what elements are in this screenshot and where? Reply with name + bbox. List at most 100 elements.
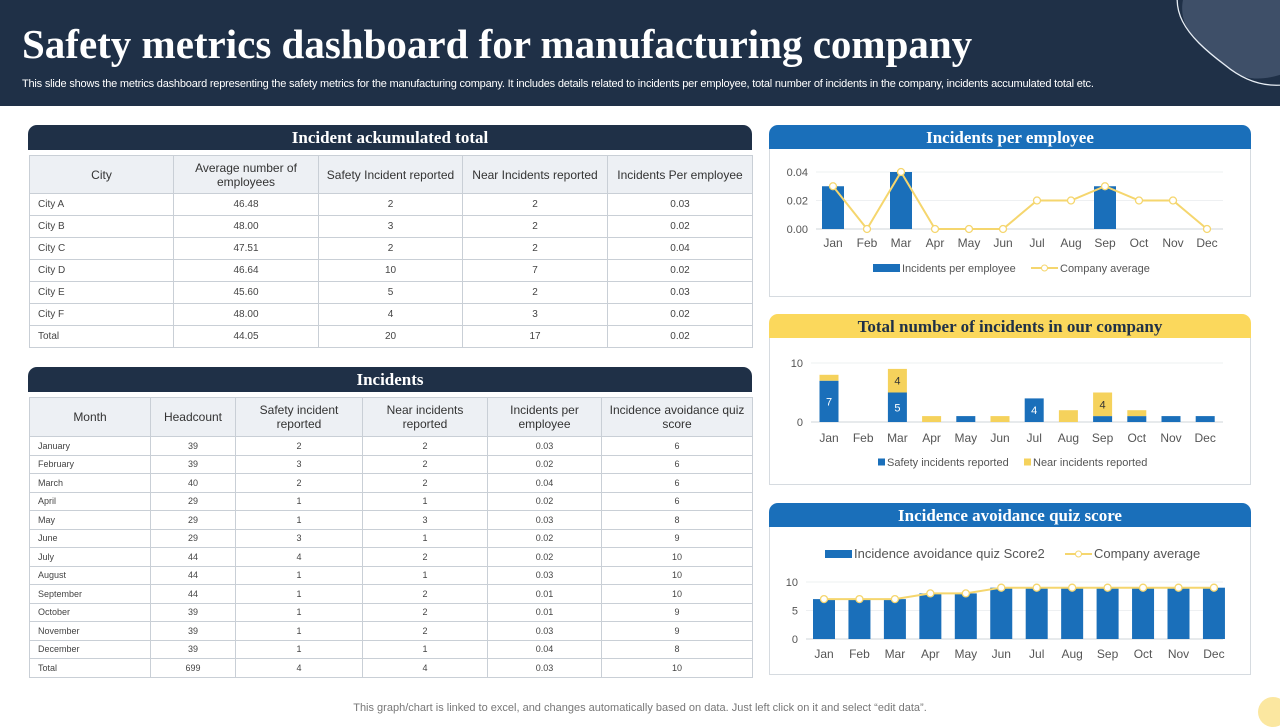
x-tick-label: Nov: [1160, 431, 1181, 445]
column-header: Incidents per employee: [487, 397, 602, 437]
y-tick-label: 0: [797, 417, 803, 429]
table-cell: 2: [235, 473, 363, 493]
x-tick-label: Feb: [853, 431, 874, 445]
bar: [954, 593, 977, 639]
x-tick-label: Oct: [1127, 431, 1146, 445]
table-cell: 0.03: [487, 565, 602, 585]
line-company-average: [832, 170, 1208, 231]
bar: [1094, 186, 1116, 229]
table-cell: 3: [362, 510, 488, 530]
table-row: City D 46.64 10 7 0.02: [29, 259, 753, 282]
line-point: [1032, 196, 1042, 205]
bar: [1167, 587, 1190, 639]
decorative-circle: [1258, 697, 1280, 727]
total-incidents-chart[interactable]: 10 0 Jan Feb Mar Apr May Jun Jul Aug Sep Oct Nov Dec 7…: [770, 338, 1250, 484]
x-tick-label: Jun: [990, 431, 1009, 445]
x-tick-label: Nov: [1162, 236, 1183, 250]
table-cell: 6: [601, 454, 753, 474]
legend-marker-icon: [1075, 550, 1082, 558]
table-cell: 1: [362, 639, 488, 659]
table-cell: November: [29, 621, 151, 641]
line-point: [1103, 583, 1112, 592]
column-header: Safety incident reported: [235, 397, 363, 437]
legend-swatch-icon: [878, 458, 885, 466]
table-cell: 8: [601, 510, 753, 530]
table-cell: 40: [150, 473, 236, 493]
table-cell: 39: [150, 602, 236, 622]
bar-safety-incidents-reported: [819, 380, 839, 422]
x-tick-label: Oct: [1130, 236, 1149, 250]
table-cell: February: [29, 454, 151, 474]
line-point: [828, 182, 838, 191]
x-tick-label: Jul: [1027, 431, 1042, 445]
bar-safety-incidents-reported: [1161, 416, 1181, 422]
quiz-score-chart[interactable]: 10 5 0 Jan Feb Mar Apr May Jun Jul Aug Sep Oct Nov Dec…: [770, 527, 1250, 674]
table-cell: 6: [601, 473, 753, 493]
header-banner: Safety metrics dashboard for manufacturi…: [0, 0, 1280, 106]
bar-near-incidents-reported: [922, 416, 942, 422]
table-cell: 8: [601, 639, 753, 659]
table-row: Total 699 4 4 0.03 10: [29, 658, 753, 678]
column-header: Incidence avoidance quiz score: [601, 397, 753, 437]
line-point: [1168, 196, 1178, 205]
y-tick-label: 0.04: [787, 167, 808, 179]
bar: [1132, 587, 1155, 639]
line-point: [998, 224, 1008, 234]
line-point: [997, 583, 1006, 592]
page-title: Safety metrics dashboard for manufacturi…: [22, 21, 973, 67]
legend-label: Incidence avoidance quiz Score2: [854, 546, 1045, 561]
x-tick-label: Jun: [992, 647, 1011, 661]
bar-near-incidents-reported: [819, 374, 839, 381]
y-tick-label: 0.02: [787, 196, 808, 208]
line-point: [961, 589, 970, 598]
table-row: City F 48.00 4 3 0.02: [29, 303, 753, 326]
bar-near-incidents-reported: [1127, 410, 1147, 417]
line-point: [855, 594, 864, 604]
legend-swatch-icon: [1024, 458, 1031, 466]
table-cell: 2: [362, 436, 488, 456]
table-cell: 29: [150, 510, 236, 530]
column-header: Near Incidents reported: [462, 155, 608, 194]
incidents-table: Month Headcount Safety incident reported Ne…: [29, 397, 753, 678]
table-cell: 7: [462, 259, 608, 282]
table-row: City E 45.60 5 2 0.03: [29, 281, 753, 304]
x-tick-label: Nov: [1168, 647, 1189, 661]
table-row: January 39 2 2 0.03 6: [29, 436, 753, 456]
table-cell: 0.03: [487, 658, 602, 678]
x-tick-label: Sep: [1092, 431, 1114, 445]
table-cell: 699: [150, 658, 236, 678]
table-cell: 9: [601, 621, 753, 641]
data-label: 4: [894, 376, 900, 388]
table-cell: 0.01: [487, 602, 602, 622]
quiz-score-title: Incidence avoidance quiz score: [769, 503, 1251, 528]
table-cell: 0.02: [487, 547, 602, 567]
table-cell: March: [29, 473, 151, 493]
x-tick-label: Aug: [1058, 431, 1079, 445]
bar: [1025, 587, 1048, 639]
y-tick-label: 0: [792, 634, 798, 646]
table-cell: 46.64: [173, 259, 319, 282]
incident-accumulated-title: Incident ackumulated total: [28, 125, 752, 150]
table-row: City B 48.00 3 2 0.02: [29, 215, 753, 238]
table-row: September 44 1 2 0.01 10: [29, 584, 753, 604]
legend-swatch-icon: [825, 550, 852, 558]
table-cell: 0.03: [487, 621, 602, 641]
table-cell: 0.02: [607, 259, 753, 282]
table-cell: 0.01: [487, 584, 602, 604]
bar: [1096, 587, 1119, 639]
table-cell: 0.02: [607, 325, 753, 348]
table-cell: 3: [235, 528, 363, 548]
incidents-per-employee-chart[interactable]: 0.04 0.02 0.00 Jan Feb Mar Apr May Jun Jul Aug Sep O…: [770, 149, 1250, 296]
quiz-score-panel: 10 5 0 Jan Feb Mar Apr May Jun Jul Aug Sep Oct Nov Dec…: [769, 527, 1251, 675]
table-cell: 48.00: [173, 215, 319, 238]
table-cell: 2: [362, 584, 488, 604]
table-cell: 1: [235, 639, 363, 659]
total-incidents-panel: 10 0 Jan Feb Mar Apr May Jun Jul Aug Sep Oct Nov Dec 7…: [769, 338, 1251, 485]
table-cell: 2: [318, 237, 463, 260]
table-cell: 2: [462, 237, 608, 260]
bar-safety-incidents-reported: [1093, 416, 1113, 422]
table-cell: 9: [601, 602, 753, 622]
line-point: [862, 224, 872, 234]
table-cell: April: [29, 491, 151, 511]
line-point: [896, 167, 906, 177]
